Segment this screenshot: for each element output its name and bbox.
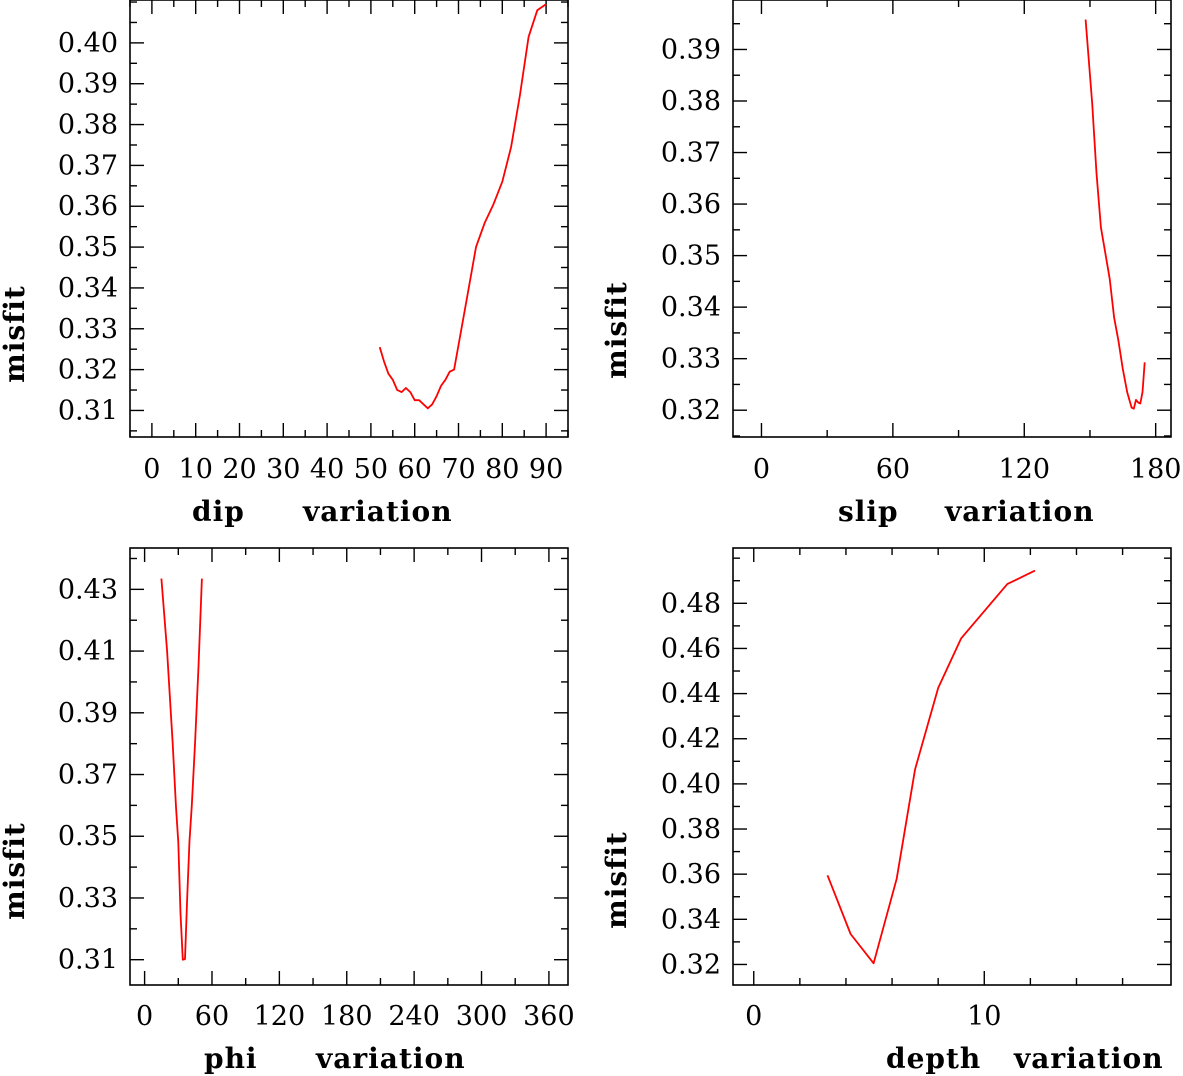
y-tick-labels: 0.32 0.34 0.36 0.38 0.40 0.42 0.44 0.46 0.48 — [661, 588, 721, 980]
x-tick-label: 90 — [529, 454, 563, 485]
x-tick-labels: 0 10 20 30 40 50 60 70 80 90 — [143, 454, 563, 485]
y-axis-label: misfit — [0, 285, 31, 383]
plot-frame — [129, 547, 569, 986]
y-tick-label: 0.40 — [661, 769, 721, 800]
tick-marks — [733, 548, 1171, 985]
tick-marks — [129, 0, 569, 437]
x-tick-labels: 0 60 120 180 240 300 360 — [136, 1001, 575, 1032]
x-axis-label-word-1: phi — [204, 1042, 258, 1075]
x-tick-label: 10 — [967, 1001, 1001, 1032]
y-tick-label: 0.31 — [58, 945, 118, 976]
chart-dip: 0.31 0.32 0.33 0.34 0.35 0.36 0.37 0.38 0.39 0.40… — [0, 0, 569, 528]
chart-slip: 0.32 0.33 0.34 0.35 0.36 0.37 0.38 0.39 0 60 120 1… — [600, 0, 1181, 528]
y-tick-label: 0.34 — [661, 292, 721, 323]
x-tick-label: 20 — [222, 454, 256, 485]
x-tick-label: 60 — [876, 454, 910, 485]
y-tick-label: 0.36 — [661, 189, 721, 220]
y-tick-labels: 0.31 0.32 0.33 0.34 0.35 0.36 0.37 0.38 0.39 0.40 — [58, 28, 118, 427]
plot-frame — [129, 0, 569, 438]
x-tick-label: 60 — [398, 454, 432, 485]
x-tick-label: 360 — [523, 1001, 575, 1032]
x-tick-label: 0 — [753, 454, 770, 485]
x-axis-label-word-1: slip — [838, 495, 899, 528]
y-tick-labels: 0.32 0.33 0.34 0.35 0.36 0.37 0.38 0.39 — [661, 34, 721, 426]
y-tick-label: 0.37 — [58, 760, 118, 791]
chart-phi: 0.31 0.33 0.35 0.37 0.39 0.41 0.43 0 60 120 180 24… — [0, 547, 575, 1075]
y-tick-label: 0.46 — [661, 633, 721, 664]
x-tick-labels: 0 60 120 180 — [753, 454, 1182, 485]
y-tick-label: 0.41 — [58, 636, 118, 667]
plot-frame — [732, 547, 1172, 986]
y-tick-label: 0.35 — [661, 241, 721, 272]
y-tick-label: 0.33 — [58, 883, 118, 914]
y-axis-label: misfit — [600, 281, 633, 379]
x-tick-label: 120 — [998, 454, 1050, 485]
x-axis-label-word-2: variation — [1013, 1042, 1164, 1075]
y-tick-label: 0.33 — [58, 314, 118, 345]
y-tick-label: 0.38 — [58, 110, 118, 141]
tick-marks — [130, 548, 568, 985]
x-tick-label: 180 — [321, 1001, 373, 1032]
y-tick-label: 0.37 — [661, 138, 721, 169]
x-tick-label: 70 — [441, 454, 475, 485]
y-tick-label: 0.40 — [58, 28, 118, 59]
chart-depth: 0.32 0.34 0.36 0.38 0.40 0.42 0.44 0.46 0.48 0 10… — [600, 547, 1172, 1075]
y-tick-label: 0.43 — [58, 574, 118, 605]
x-axis-label-word-1: depth — [886, 1042, 981, 1075]
x-tick-label: 50 — [354, 454, 388, 485]
y-tick-label: 0.42 — [661, 724, 721, 755]
y-tick-label: 0.39 — [58, 698, 118, 729]
y-tick-label: 0.48 — [661, 588, 721, 619]
y-tick-label: 0.39 — [661, 34, 721, 65]
y-axis-label: misfit — [0, 822, 31, 920]
x-tick-label: 0 — [745, 1001, 762, 1032]
x-tick-label: 10 — [179, 454, 213, 485]
plot-frame — [732, 0, 1172, 438]
x-axis-label-word-2: variation — [302, 495, 453, 528]
x-tick-label: 0 — [136, 1001, 153, 1032]
x-axis-label-word-2: variation — [944, 495, 1095, 528]
y-tick-label: 0.38 — [661, 86, 721, 117]
misfit-curve — [1084, 19, 1146, 410]
y-tick-label: 0.35 — [58, 232, 118, 263]
y-tick-label: 0.37 — [58, 150, 118, 181]
y-tick-label: 0.32 — [58, 355, 118, 386]
y-tick-label: 0.36 — [58, 191, 118, 222]
y-tick-label: 0.44 — [661, 679, 721, 710]
tick-marks — [733, 0, 1171, 437]
y-tick-label: 0.36 — [661, 859, 721, 890]
y-tick-label: 0.32 — [661, 395, 721, 426]
y-tick-label: 0.34 — [661, 904, 721, 935]
y-tick-label: 0.39 — [58, 69, 118, 100]
y-tick-label: 0.35 — [58, 821, 118, 852]
x-tick-label: 60 — [195, 1001, 229, 1032]
x-tick-label: 0 — [143, 454, 160, 485]
x-tick-label: 240 — [388, 1001, 440, 1032]
y-tick-label: 0.34 — [58, 273, 118, 304]
x-tick-label: 300 — [456, 1001, 508, 1032]
misfit-curve — [160, 578, 203, 961]
y-tick-label: 0.32 — [661, 949, 721, 980]
misfit-curve — [826, 569, 1036, 965]
y-axis-label: misfit — [600, 831, 633, 929]
y-tick-label: 0.38 — [661, 814, 721, 845]
x-tick-labels: 0 10 — [745, 1001, 1001, 1032]
x-tick-label: 120 — [254, 1001, 306, 1032]
x-tick-label: 80 — [485, 454, 519, 485]
y-tick-labels: 0.31 0.33 0.35 0.37 0.39 0.41 0.43 — [58, 574, 118, 975]
x-axis-label-word-1: dip — [192, 495, 245, 528]
misfit-curve — [378, 3, 547, 410]
x-tick-label: 30 — [266, 454, 300, 485]
x-tick-label: 180 — [1130, 454, 1182, 485]
y-tick-label: 0.31 — [58, 395, 118, 426]
x-tick-label: 40 — [310, 454, 344, 485]
y-tick-label: 0.33 — [661, 344, 721, 375]
x-axis-label-word-2: variation — [315, 1042, 466, 1075]
